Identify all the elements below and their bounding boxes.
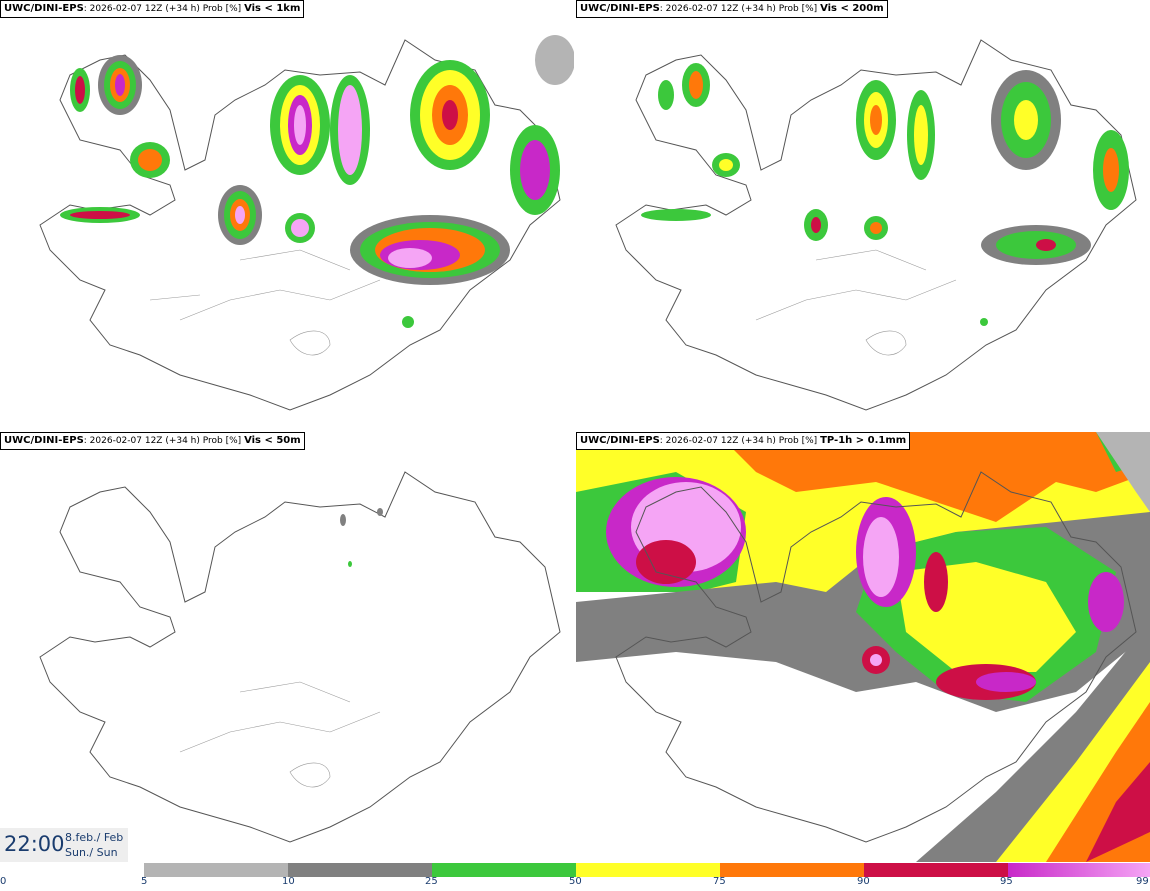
iceland-map bbox=[576, 432, 1150, 862]
iceland-map bbox=[615, 39, 1137, 411]
run-info: 2026-02-07 12Z (+34 h) Prob [%] bbox=[89, 436, 242, 446]
legend-tick: 99 bbox=[1136, 876, 1149, 887]
legend-tick: 25 bbox=[425, 876, 438, 887]
valid-day: Sun./ Sun bbox=[65, 846, 118, 859]
map-panel-tp1h: UWC/DINI-EPS: 2026-02-07 12Z (+34 h) Pro… bbox=[576, 432, 1150, 862]
run-info: 2026-02-07 12Z (+34 h) Prob [%] bbox=[89, 4, 242, 14]
legend-tick: 50 bbox=[569, 876, 582, 887]
legend-swatch bbox=[864, 863, 1008, 877]
variable-label: Vis < 50m bbox=[244, 435, 301, 446]
panel-title: UWC/DINI-EPS: 2026-02-07 12Z (+34 h) Pro… bbox=[0, 0, 305, 18]
run-info: 2026-02-07 12Z (+34 h) Prob [%] bbox=[665, 4, 818, 14]
model-source: UWC/DINI-EPS bbox=[580, 435, 660, 446]
model-source: UWC/DINI-EPS bbox=[4, 3, 84, 14]
map-panel-vis-50m: UWC/DINI-EPS: 2026-02-07 12Z (+34 h) Pro… bbox=[0, 432, 574, 862]
legend-swatch bbox=[144, 863, 288, 877]
legend-tick: 5 bbox=[141, 876, 148, 887]
vis-200m-shading bbox=[641, 63, 1129, 326]
vis-50m-shading bbox=[340, 508, 383, 567]
variable-label: TP-1h > 0.1mm bbox=[820, 435, 907, 446]
valid-date: 8.feb./ Feb bbox=[65, 831, 124, 844]
legend-colorbar bbox=[144, 863, 1150, 877]
precip-shading bbox=[576, 432, 1150, 862]
inner-contours bbox=[755, 249, 957, 356]
panel-title: UWC/DINI-EPS: 2026-02-07 12Z (+34 h) Pro… bbox=[576, 432, 911, 450]
variable-label: Vis < 1km bbox=[244, 3, 301, 14]
legend-tick: 95 bbox=[1000, 876, 1013, 887]
legend-tick: 10 bbox=[282, 876, 295, 887]
map-panel-vis-1km: UWC/DINI-EPS: 2026-02-07 12Z (+34 h) Pro… bbox=[0, 0, 574, 430]
model-source: UWC/DINI-EPS bbox=[580, 3, 660, 14]
legend-swatch bbox=[288, 863, 432, 877]
legend-swatch bbox=[1008, 863, 1150, 877]
model-source: UWC/DINI-EPS bbox=[4, 435, 84, 446]
legend-tick: 90 bbox=[857, 876, 870, 887]
valid-time: 22:00 bbox=[4, 832, 65, 856]
panel-title: UWC/DINI-EPS: 2026-02-07 12Z (+34 h) Pro… bbox=[576, 0, 888, 18]
map-panel-vis-200m: UWC/DINI-EPS: 2026-02-07 12Z (+34 h) Pro… bbox=[576, 0, 1150, 430]
legend-swatch bbox=[432, 863, 576, 877]
iceland-map bbox=[39, 471, 561, 843]
legend-swatch bbox=[720, 863, 864, 877]
legend-tick: 75 bbox=[713, 876, 726, 887]
panel-title: UWC/DINI-EPS: 2026-02-07 12Z (+34 h) Pro… bbox=[0, 432, 305, 450]
legend-swatch bbox=[576, 863, 720, 877]
coastline bbox=[615, 471, 1137, 843]
coastline bbox=[39, 39, 561, 411]
coastline bbox=[39, 471, 561, 843]
vis-1km-shading bbox=[60, 35, 574, 328]
inner-contours bbox=[149, 249, 381, 356]
legend-tick: 0 bbox=[0, 876, 7, 887]
valid-time-box: 22:00 8.feb./ Feb Sun./ Sun bbox=[0, 828, 128, 862]
iceland-map bbox=[39, 35, 574, 411]
run-info: 2026-02-07 12Z (+34 h) Prob [%] bbox=[665, 436, 818, 446]
coastline bbox=[615, 39, 1137, 411]
inner-contours bbox=[179, 681, 381, 788]
variable-label: Vis < 200m bbox=[820, 3, 884, 14]
